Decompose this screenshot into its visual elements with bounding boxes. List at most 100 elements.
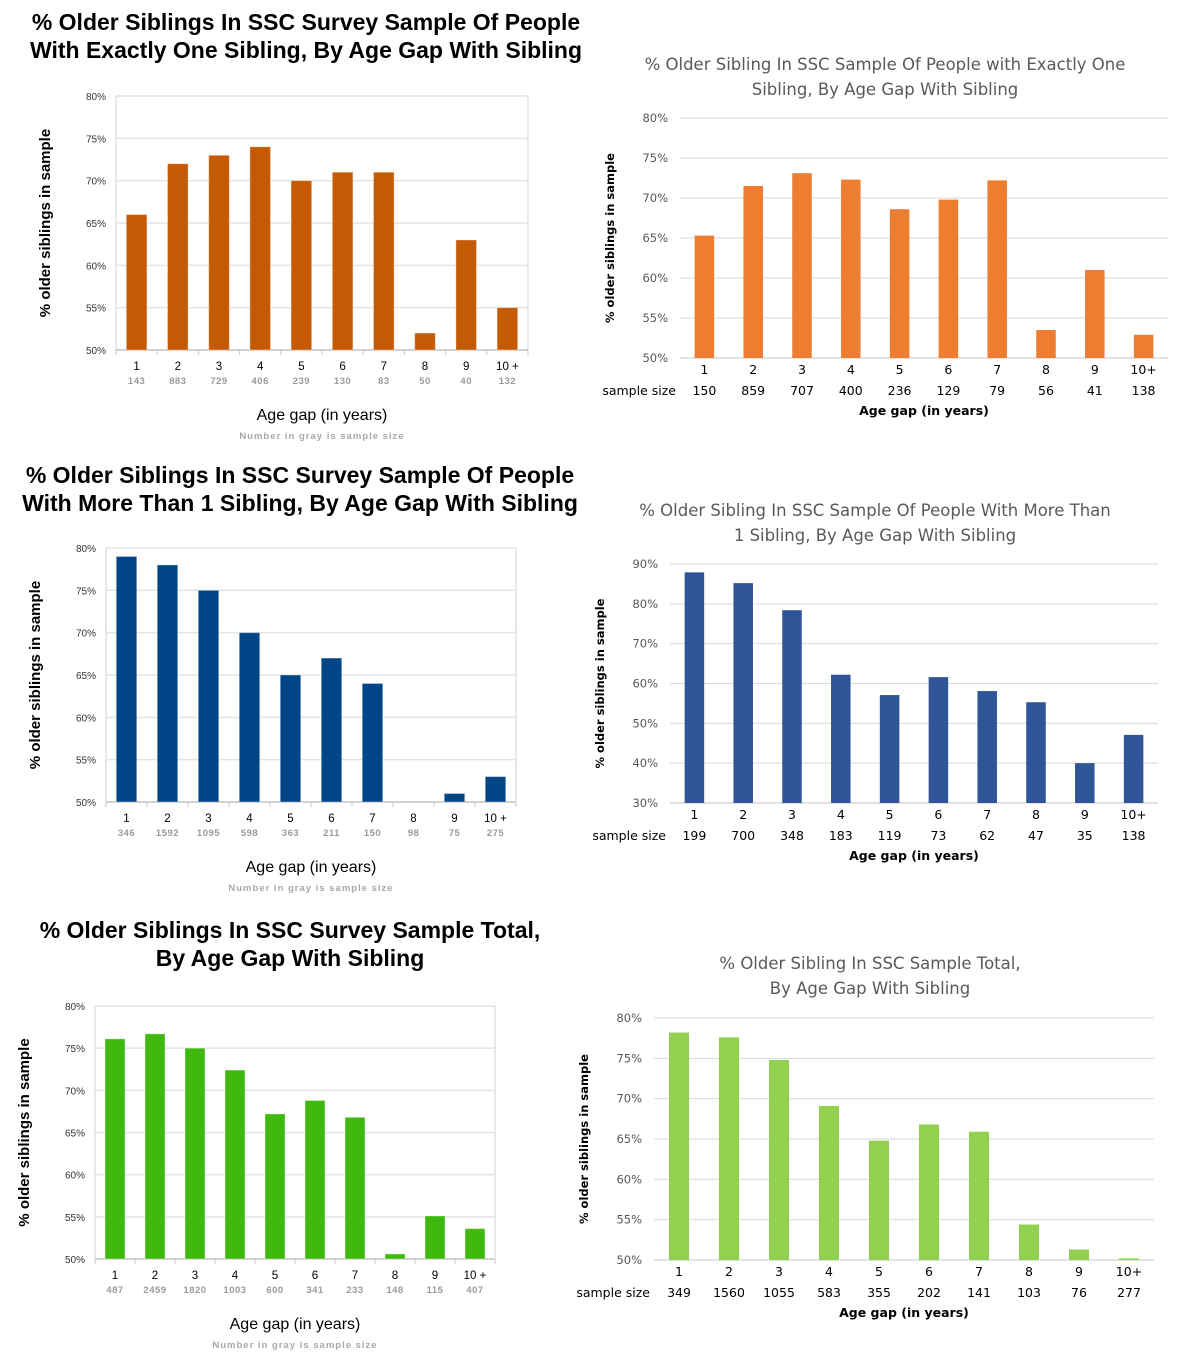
y-tick-label: 55% — [616, 1213, 642, 1227]
x-tick-label: 2 — [175, 361, 181, 373]
bar — [1119, 1258, 1139, 1260]
y-tick-label: 80% — [76, 544, 96, 555]
bar — [819, 1105, 839, 1260]
y-tick-label: 65% — [642, 231, 668, 245]
y-tick-label: 75% — [86, 134, 106, 145]
x-tick-label: 7 — [352, 1270, 358, 1282]
x-tick-label: 2 — [725, 1264, 733, 1279]
y-tick-label: 50% — [86, 346, 106, 357]
y-tick-label: 65% — [616, 1132, 642, 1146]
x-axis-label: Age gap (in years) — [246, 859, 377, 876]
y-tick-label: 80% — [642, 111, 668, 125]
bar — [694, 235, 715, 358]
y-tick-label: 55% — [76, 756, 96, 767]
x-tick-label: 10+ — [1130, 362, 1156, 377]
bar — [1133, 334, 1154, 358]
bar — [264, 1113, 286, 1260]
y-tick-label: 70% — [65, 1086, 85, 1097]
sample-size-label: 600 — [266, 1285, 283, 1296]
y-tick-label: 40% — [632, 756, 658, 770]
y-tick-label: 60% — [632, 677, 658, 691]
bar — [344, 1116, 366, 1260]
sample-size-row-label: sample size — [592, 828, 666, 843]
bar — [373, 171, 395, 351]
x-tick-label: 3 — [205, 813, 211, 825]
sample-size-label: 148 — [386, 1285, 403, 1296]
y-tick-label: 60% — [86, 261, 106, 272]
y-tick-label: 75% — [616, 1051, 642, 1065]
sample-size-label: 115 — [427, 1285, 444, 1296]
x-tick-label: 7 — [381, 361, 387, 373]
x-tick-label: 6 — [312, 1270, 318, 1282]
x-tick-label: 9 — [451, 813, 457, 825]
sample-size-label: 138 — [1132, 383, 1156, 398]
sample-size-label: 75 — [449, 828, 461, 839]
bar — [719, 1037, 739, 1260]
x-tick-label: 8 — [1032, 807, 1040, 822]
sample-size-label: 56 — [1038, 383, 1054, 398]
bar — [1123, 734, 1144, 803]
x-tick-label: 10 + — [464, 1270, 487, 1282]
y-tick-label: 65% — [65, 1129, 85, 1140]
y-tick-label: 60% — [76, 713, 96, 724]
x-tick-label: 6 — [339, 361, 345, 373]
bar — [144, 1033, 166, 1260]
x-tick-label: 6 — [328, 813, 334, 825]
y-tick-label: 60% — [642, 271, 668, 285]
sample-size-label: 119 — [878, 828, 902, 843]
y-axis-label: % older siblings in sample — [593, 598, 607, 768]
bar — [208, 154, 230, 351]
x-tick-label: 3 — [216, 361, 222, 373]
bar — [977, 691, 997, 803]
sample-size-label: 35 — [1077, 828, 1093, 843]
bar — [484, 776, 507, 803]
chart-title: % Older Sibling In SSC Sample Of People … — [644, 55, 1126, 99]
sample-size-label: 239 — [293, 376, 310, 387]
sample-size-label: 103 — [1017, 1285, 1041, 1300]
x-tick-label: 1 — [133, 361, 139, 373]
x-tick-label: 3 — [192, 1270, 198, 1282]
sample-size-note: Number in gray is sample size — [228, 883, 393, 894]
sample-size-label: 130 — [334, 376, 351, 387]
sample-size-label: 76 — [1071, 1285, 1087, 1300]
x-tick-label: 2 — [749, 362, 757, 377]
y-tick-label: 70% — [616, 1092, 642, 1106]
x-tick-label: 10 + — [496, 361, 519, 373]
y-tick-label: 60% — [65, 1171, 85, 1182]
x-tick-label: 5 — [886, 807, 894, 822]
sample-size-label: 129 — [936, 383, 960, 398]
bar — [831, 674, 851, 803]
x-tick-label: 5 — [896, 362, 904, 377]
sample-size-label: 73 — [930, 828, 946, 843]
y-tick-label: 70% — [86, 177, 106, 188]
sample-size-label: 355 — [867, 1285, 891, 1300]
bar — [987, 180, 1007, 358]
x-tick-label: 6 — [944, 362, 952, 377]
sample-size-label: 211 — [323, 828, 340, 839]
y-tick-label: 50% — [642, 351, 668, 365]
sample-size-row-label: sample size — [602, 383, 676, 398]
chart-title: % Older Sibling In SSC Sample Of People … — [639, 501, 1111, 545]
x-tick-label: 7 — [993, 362, 1001, 377]
bar — [238, 632, 261, 803]
sample-size-label: 1820 — [183, 1285, 206, 1296]
sample-size-label: 236 — [888, 383, 912, 398]
sample-size-label: 1592 — [156, 828, 179, 839]
x-axis-label: Age gap (in years) — [230, 1316, 361, 1333]
bar — [938, 199, 959, 358]
sample-size-label: 346 — [118, 828, 135, 839]
y-tick-label: 70% — [632, 637, 658, 651]
x-tick-label: 4 — [246, 813, 253, 825]
x-tick-label: 9 — [1091, 362, 1099, 377]
x-tick-label: 4 — [257, 361, 264, 373]
y-tick-label: 55% — [65, 1213, 85, 1224]
sample-size-label: 275 — [487, 828, 505, 839]
y-axis-label: % older siblings in sample — [16, 1038, 33, 1226]
sample-size-row-label: sample size — [576, 1285, 650, 1300]
sample-size-label: 98 — [408, 828, 420, 839]
bar — [1026, 702, 1046, 803]
